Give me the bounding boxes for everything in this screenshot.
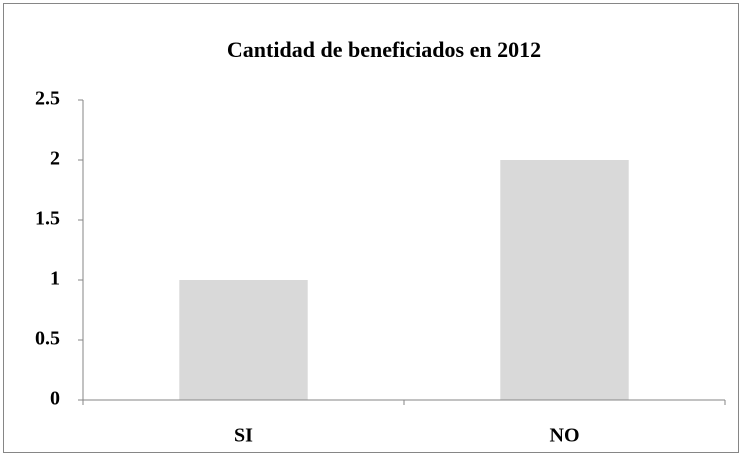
- y-tick-label: 1: [50, 268, 60, 290]
- chart-title: Cantidad de beneficiados en 2012: [227, 37, 541, 62]
- x-tick-label: NO: [550, 425, 580, 447]
- y-tick-label: 2.5: [35, 88, 60, 110]
- bar: [179, 280, 308, 400]
- y-tick-label: 1.5: [35, 208, 60, 230]
- bar: [500, 160, 629, 400]
- x-tick-label: SI: [234, 425, 253, 447]
- y-tick-label: 0.5: [35, 328, 60, 350]
- y-tick-label: 0: [50, 388, 60, 410]
- y-tick-label: 2: [50, 148, 60, 170]
